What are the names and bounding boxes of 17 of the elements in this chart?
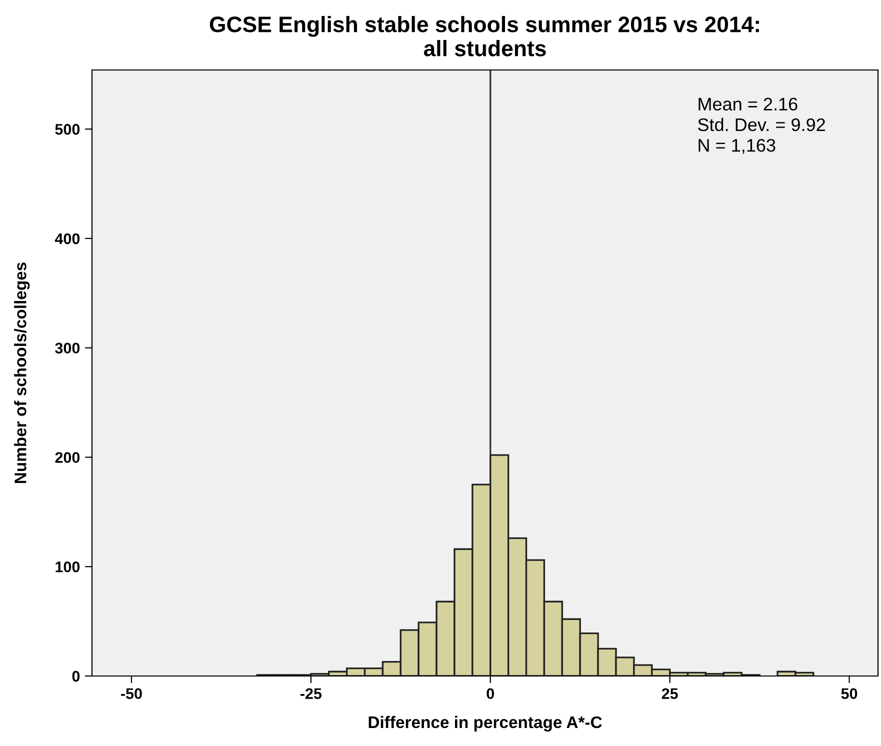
x-tick-label: 0 [486, 688, 494, 700]
x-tick-label: -25 [300, 688, 322, 700]
y-tick-label: 500 [55, 124, 80, 135]
annotation: Std. Dev. = 9.92 [698, 118, 825, 132]
y-tick-label: 200 [55, 452, 80, 463]
x-tick-label: 50 [841, 688, 858, 700]
y-tick-label: 300 [55, 342, 80, 354]
x-tick-label: -50 [121, 688, 142, 700]
chart-title: GCSE English stable schools summer 2015 vs 2014: all students [210, 16, 759, 56]
annotation: N = 1,163 [698, 138, 776, 154]
y-tick-label: 400 [54, 233, 80, 244]
y-axis-title: Number of schools/colleges [14, 262, 30, 484]
annotation: Mean = 2.16 [698, 98, 798, 111]
x-tick-label: 25 [662, 688, 678, 700]
y-tick-label: 0 [72, 670, 80, 682]
y-tick-label: 100 [56, 561, 80, 572]
x-axis-title: Difference in percentage A*-C [368, 716, 602, 732]
